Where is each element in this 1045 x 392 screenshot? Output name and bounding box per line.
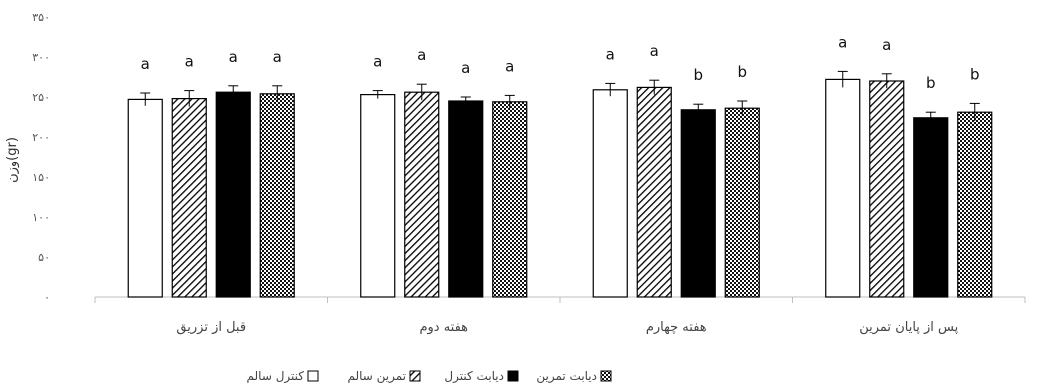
category-label: هفته چهارم	[646, 320, 707, 335]
bar-dots	[259, 93, 295, 298]
legend: کنترل سالم تمرین سالم دیابت کنترل دیابت تمر…	[247, 369, 612, 384]
significance-label: a	[838, 33, 847, 51]
bar-black	[448, 100, 484, 298]
y-tick-label: ۱۰۰	[32, 211, 50, 224]
y-tick-label: ۳۰۰	[32, 51, 50, 64]
significance-label: a	[417, 46, 426, 64]
bar-white	[592, 89, 628, 298]
significance-label: a	[882, 36, 891, 54]
y-tick-label: ۲۰۰	[32, 131, 50, 144]
bar-dots	[492, 101, 528, 298]
legend-label: دیابت تمرین	[536, 369, 597, 384]
legend-label: تمرین سالم	[347, 369, 406, 384]
significance-label: a	[461, 59, 470, 77]
bar-dots	[957, 111, 993, 298]
significance-label: b	[693, 66, 703, 84]
significance-label: a	[505, 57, 514, 75]
bar-dots	[724, 107, 760, 298]
bars-group	[127, 70, 993, 298]
legend-label: دیابت کنترل	[444, 369, 504, 384]
bar-white	[360, 93, 396, 298]
bar-black	[680, 109, 716, 298]
bar-black	[913, 117, 949, 298]
y-tick-label: ۵۰	[38, 251, 50, 264]
significance-label: a	[606, 45, 615, 63]
significance-label: a	[650, 42, 659, 60]
significance-label: a	[273, 48, 282, 66]
bar-black	[215, 91, 251, 298]
bar-hatch	[636, 86, 672, 298]
y-tick-label: ۲۵۰	[32, 91, 50, 104]
y-axis-label: وزن(gr)	[5, 137, 20, 183]
category-label: پس از پایان تمرین	[859, 320, 958, 335]
significance-label: a	[373, 53, 382, 71]
category-label: قبل از تزریق	[176, 320, 246, 335]
bar-hatch	[171, 97, 207, 298]
bar-white	[127, 98, 163, 298]
y-tick-label: ۳۵۰	[32, 11, 50, 24]
category-label: هفته دوم	[419, 320, 468, 335]
y-tick-label: ۱۵۰	[32, 171, 50, 184]
legend-swatch-hatch	[409, 370, 421, 382]
significance-label: b	[970, 65, 980, 83]
significance-label: a	[141, 55, 150, 73]
significance-label: b	[926, 74, 936, 92]
significance-label: b	[737, 63, 747, 81]
legend-swatch-white	[307, 370, 319, 382]
significance-label: a	[185, 53, 194, 71]
bar-hatch	[869, 80, 905, 298]
bar-hatch	[404, 91, 440, 298]
legend-label: کنترل سالم	[247, 369, 305, 384]
legend-swatch-dots	[600, 370, 612, 382]
labels-group: a a a a قبل از تزریق a a a a هفته دوم a a b b هفته چها…	[141, 33, 980, 335]
significance-label: a	[229, 48, 238, 66]
bar-white	[825, 78, 861, 298]
y-tick-label: ۰	[44, 291, 50, 304]
legend-swatch-black	[507, 370, 519, 382]
